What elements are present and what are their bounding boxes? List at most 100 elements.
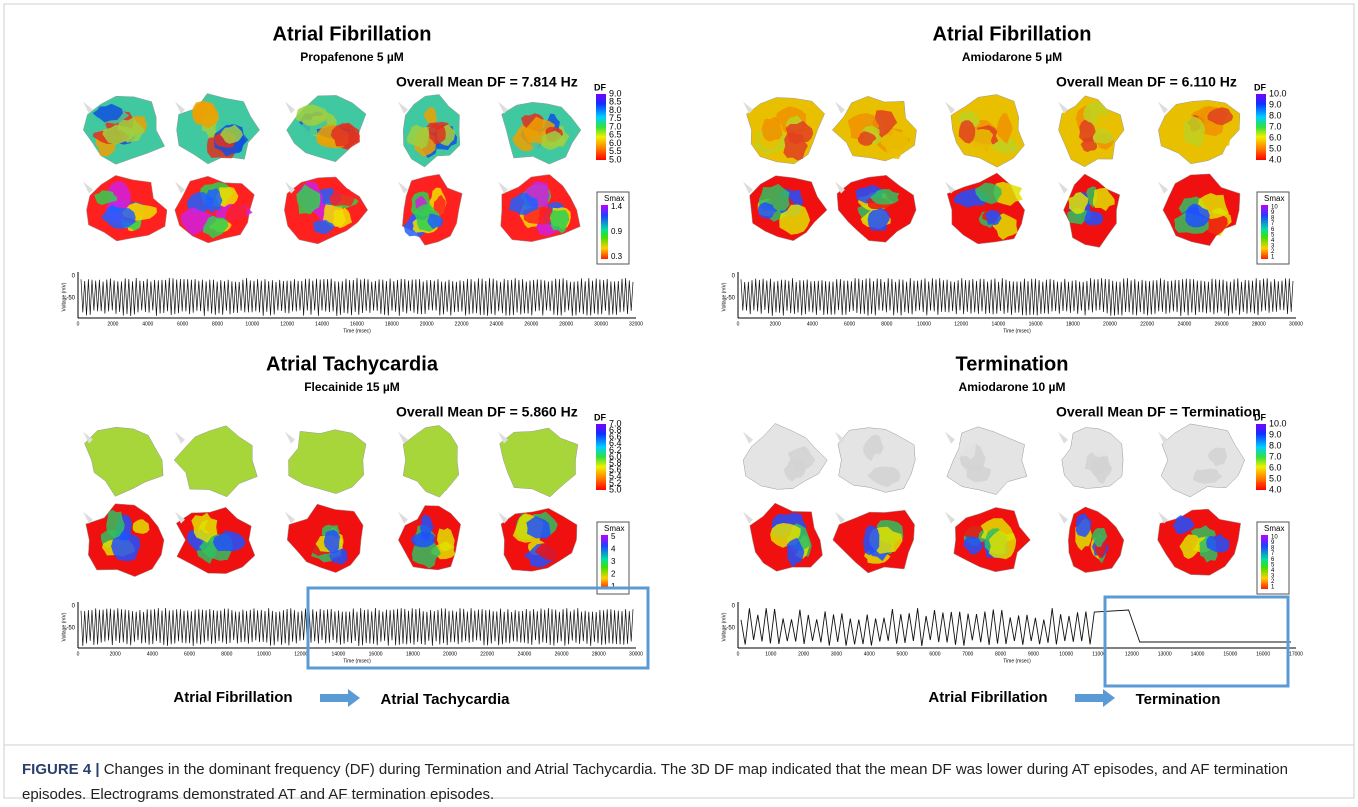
trace-x-tick: 6000 xyxy=(844,321,855,327)
heart-map-patch xyxy=(508,192,539,215)
df-colorbar-tick: 8.0 xyxy=(1269,110,1282,120)
heart-appendage xyxy=(398,181,408,194)
trace-x-label: Time (msec) xyxy=(343,658,371,664)
trace-x-tick: 14000 xyxy=(315,321,329,327)
smax-colorbar-tick: 8 xyxy=(1271,216,1275,222)
trace-x-tick: 26000 xyxy=(524,321,538,327)
figure-border xyxy=(3,3,1355,799)
smax-colorbar-tick: 1.4 xyxy=(611,202,623,211)
heart-map-patch xyxy=(867,208,890,231)
df-colorbar-tick: 7.0 xyxy=(1269,451,1282,461)
df-colorbar-tick: 6.4 xyxy=(609,438,622,448)
df-colorbar-tick: 5.2 xyxy=(609,478,622,488)
heart-map-patch xyxy=(194,446,216,464)
heart-appendage xyxy=(285,181,295,194)
smax-colorbar-tick: 7 xyxy=(1271,551,1275,557)
heart-map xyxy=(1160,423,1245,498)
trace-x-tick: 26000 xyxy=(1215,321,1229,327)
trace-x-tick: 24000 xyxy=(1177,321,1191,327)
heart-appendage xyxy=(835,181,845,194)
smax-colorbar-title: Smax xyxy=(604,524,624,533)
heart-map-patch xyxy=(534,542,569,561)
smax-colorbar-tick: 3 xyxy=(1271,573,1275,579)
heart-appendage xyxy=(285,101,295,114)
heart-appendage xyxy=(743,181,753,194)
heart-appendage xyxy=(285,431,295,444)
trace-x-tick: 8000 xyxy=(221,651,232,657)
panel: Atrial Fibrillation Propafenone 5 µM Overa… xyxy=(61,23,643,334)
transition-to: Atrial Tachycardia xyxy=(381,691,511,708)
highlight-box xyxy=(1103,595,1290,688)
smax-colorbar-title: Smax xyxy=(1264,524,1284,533)
trace-x-tick: 30000 xyxy=(629,651,643,657)
heart-map-patch xyxy=(306,448,337,478)
heart-appendage xyxy=(83,181,93,194)
smax-colorbar-tick: 4 xyxy=(1271,568,1275,574)
trace-x-tick: 4000 xyxy=(147,651,158,657)
df-colorbar-tick: 5.8 xyxy=(609,458,622,468)
trace-x-tick: 6000 xyxy=(184,651,195,657)
trace-y-tick: -50 xyxy=(66,296,75,302)
trace-x-tick: 5000 xyxy=(897,651,908,657)
trace-x-tick: 10000 xyxy=(245,321,259,327)
trace-x-tick: 1000 xyxy=(765,651,776,657)
df-colorbar-tick: 4.0 xyxy=(1269,484,1282,494)
df-colorbar-tick: 8.0 xyxy=(609,105,622,115)
heart-map-patch xyxy=(181,207,217,236)
smax-colorbar-tick: 5 xyxy=(1271,562,1275,568)
panel-title: Atrial Fibrillation xyxy=(273,23,432,45)
heart-map-patch xyxy=(192,101,219,128)
heart-map-patch xyxy=(962,521,984,540)
trace-x-label: Time (msec) xyxy=(1003,328,1031,334)
df-colorbar-title: DF xyxy=(1254,82,1266,92)
heart-map-patch xyxy=(1207,447,1228,467)
panel-title: Atrial Fibrillation xyxy=(933,23,1092,45)
caption: FIGURE 4 | Changes in the dominant frequ… xyxy=(22,757,1340,807)
trace-x-tick: 12000 xyxy=(280,321,294,327)
smax-colorbar-tick: 8 xyxy=(1271,546,1275,552)
trace-x-tick: 28000 xyxy=(1252,321,1266,327)
heart-map-patch xyxy=(785,120,814,145)
trace-x-tick: 2000 xyxy=(110,651,121,657)
df-colorbar-tick: 9.0 xyxy=(609,88,622,98)
heart-map-patch xyxy=(1079,119,1096,143)
trace-y-tick: 0 xyxy=(732,274,736,280)
heart-map-patch xyxy=(296,184,321,215)
trace-y-tick: 0 xyxy=(732,604,736,610)
trace-y-tick: -50 xyxy=(726,296,735,302)
heart-map-patch xyxy=(1185,203,1210,228)
trace-x-tick: 16000 xyxy=(1256,651,1270,657)
heart-appendage xyxy=(945,101,955,114)
transition-arrow xyxy=(320,689,360,707)
heart-map-patch xyxy=(783,457,806,482)
heart-map-patch xyxy=(867,466,901,488)
heart-appendage xyxy=(1058,431,1068,444)
trace-x-tick: 4000 xyxy=(807,321,818,327)
heart-map-patch xyxy=(963,536,983,555)
smax-colorbar-title: Smax xyxy=(1264,194,1284,203)
heart-map-patch xyxy=(880,128,909,160)
trace-x-tick: 0 xyxy=(737,651,740,657)
trace-x-tick: 7000 xyxy=(962,651,973,657)
trace-x-tick: 30000 xyxy=(1289,321,1303,327)
heart-map-patch xyxy=(996,113,1013,144)
heart-appendage xyxy=(398,431,408,444)
trace-x-tick: 12000 xyxy=(954,321,968,327)
df-colorbar-tick: 6.8 xyxy=(609,425,622,435)
heart-map-patch xyxy=(212,530,246,552)
trace-x-tick: 3000 xyxy=(831,651,842,657)
heart-map-patch xyxy=(427,213,444,230)
trace-y-tick: -50 xyxy=(66,626,75,632)
heart-appendage xyxy=(285,511,295,524)
df-colorbar xyxy=(1256,424,1266,490)
smax-colorbar-tick: 4 xyxy=(1271,238,1275,244)
heart-map-patch xyxy=(541,130,565,150)
mean-df: Overall Mean DF = 5.860 Hz xyxy=(396,404,578,420)
heart-map-patch xyxy=(1090,456,1113,484)
smax-colorbar-tick: 7 xyxy=(1271,221,1275,227)
caption-text: Changes in the dominant frequency (DF) d… xyxy=(22,761,1288,803)
heart-map-patch xyxy=(434,463,454,491)
heart-map xyxy=(402,425,460,498)
trace-x-label: Time (msec) xyxy=(1003,658,1031,664)
